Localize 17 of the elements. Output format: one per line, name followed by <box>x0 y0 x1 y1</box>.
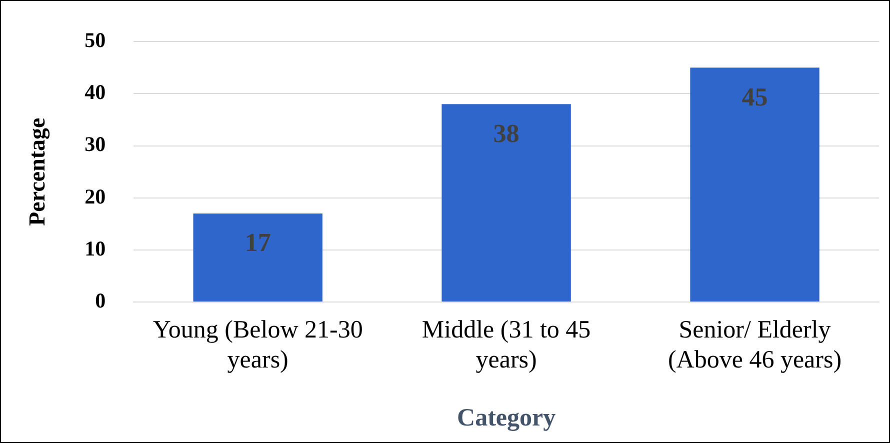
y-tick-label: 50 <box>84 28 106 52</box>
bar <box>442 104 571 302</box>
y-axis-title: Percentage <box>24 118 51 226</box>
x-tick-label: Middle (31 to 45 years) <box>422 316 591 374</box>
data-label: 17 <box>244 228 271 258</box>
y-tick-label: 20 <box>84 184 106 208</box>
y-tick-label: 0 <box>95 288 106 312</box>
x-tick-label: Senior/ Elderly (Above 46 years) <box>668 316 842 374</box>
bar <box>193 213 322 302</box>
x-tick-label: Young (Below 21-30 years) <box>152 316 363 374</box>
data-label: 45 <box>742 82 768 112</box>
y-tick-label: 30 <box>84 132 106 156</box>
y-tick-label: 10 <box>84 236 106 260</box>
bar <box>690 68 820 302</box>
data-label: 38 <box>493 118 520 148</box>
y-tick-label: 40 <box>84 80 106 104</box>
x-axis-title: Category <box>457 404 556 432</box>
